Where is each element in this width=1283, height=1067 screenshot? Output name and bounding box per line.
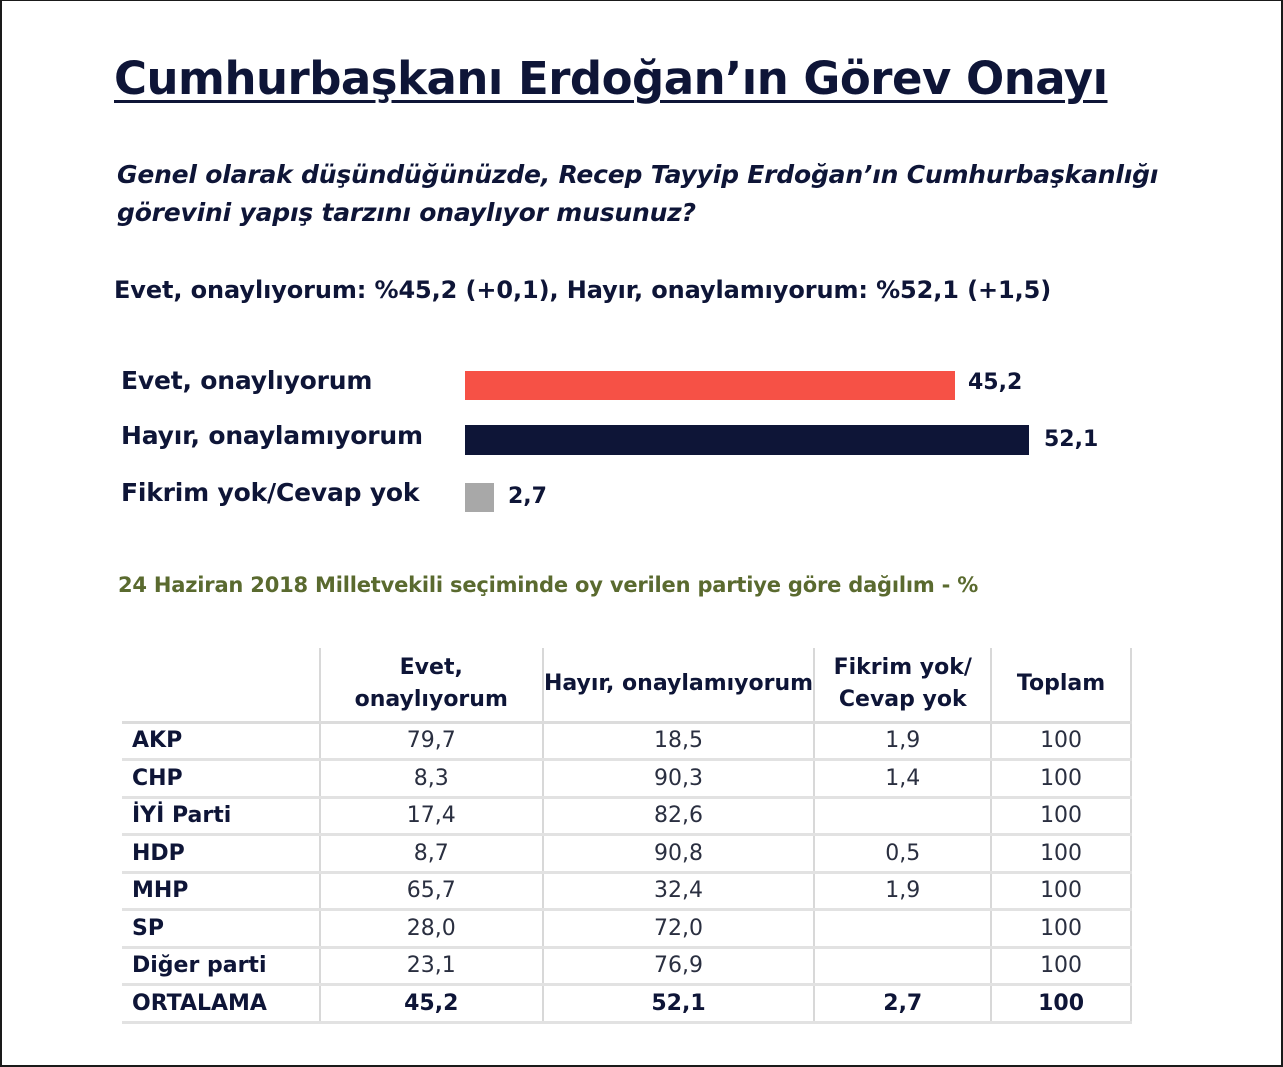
table-row: CHP 8,3 90,3 1,4 100 <box>122 759 1132 799</box>
bar-row-fikrim-yok: Fikrim yok/Cevap yok 2,7 <box>0 478 1283 518</box>
cell-toplam: 100 <box>990 947 1132 986</box>
cell-fikrim-yok: 0,5 <box>813 834 993 874</box>
cell-fikrim-yok <box>813 909 993 949</box>
cell-hayir: 72,0 <box>541 909 816 949</box>
cell-fikrim-yok: 1,9 <box>813 872 993 911</box>
cell-toplam: 100 <box>990 909 1132 949</box>
page-title: Cumhurbaşkanı Erdoğan’ın Görev Onayı <box>114 52 1108 105</box>
column-header-fikrim-yok: Fikrim yok/ Cevap yok <box>813 648 993 724</box>
bar-row-hayir: Hayır, onaylamıyorum 52,1 <box>0 421 1283 461</box>
table-row: MHP 65,7 32,4 1,9 100 <box>122 872 1132 911</box>
cell-fikrim-yok <box>813 797 993 836</box>
table-row: AKP 79,7 18,5 1,9 100 <box>122 722 1132 761</box>
cell-hayir: 90,8 <box>541 834 816 874</box>
cell-hayir: 76,9 <box>541 947 816 986</box>
cell-toplam: 100 <box>990 834 1132 874</box>
results-summary: Evet, onaylıyorum: %45,2 (+0,1), Hayır, … <box>114 276 1052 304</box>
cell-fikrim-yok <box>813 947 993 986</box>
cell-fikrim-yok: 1,4 <box>813 759 993 799</box>
party-name: CHP <box>122 759 321 799</box>
cell-hayir: 18,5 <box>541 722 816 761</box>
bar-label: Fikrim yok/Cevap yok <box>121 478 420 507</box>
column-header-hayir: Hayır, onaylamıyorum <box>541 648 816 724</box>
table-row: Diğer parti 23,1 76,9 100 <box>122 947 1132 986</box>
bar-value: 52,1 <box>1044 427 1099 452</box>
cell-toplam: 100 <box>990 797 1132 836</box>
table-row: İYİ Parti 17,4 82,6 100 <box>122 797 1132 836</box>
cell-fikrim-yok: 2,7 <box>813 984 993 1024</box>
party-name: SP <box>122 909 321 949</box>
cell-evet: 79,7 <box>318 722 544 761</box>
party-name: AKP <box>122 722 321 761</box>
cell-evet: 8,7 <box>318 834 544 874</box>
cell-evet: 8,3 <box>318 759 544 799</box>
table-subtitle: 24 Haziran 2018 Milletvekili seçiminde o… <box>118 573 979 597</box>
cell-toplam: 100 <box>990 872 1132 911</box>
cell-evet: 65,7 <box>318 872 544 911</box>
bar-label: Hayır, onaylamıyorum <box>121 421 423 450</box>
cell-evet: 23,1 <box>318 947 544 986</box>
bar-fikrim-yok <box>465 483 494 512</box>
cell-evet: 17,4 <box>318 797 544 836</box>
cell-toplam: 100 <box>990 759 1132 799</box>
cell-evet: 45,2 <box>318 984 544 1024</box>
bar-label: Evet, onaylıyorum <box>121 366 373 395</box>
cell-toplam: 100 <box>990 984 1132 1024</box>
bar-row-evet: Evet, onaylıyorum 45,2 <box>0 366 1283 406</box>
table-row: HDP 8,7 90,8 0,5 100 <box>122 834 1132 874</box>
column-header-evet: Evet, onaylıyorum <box>318 648 544 724</box>
party-name: HDP <box>122 834 321 874</box>
table-row: SP 28,0 72,0 100 <box>122 909 1132 949</box>
column-header-toplam: Toplam <box>990 648 1132 724</box>
party-name: ORTALAMA <box>122 984 321 1024</box>
cell-hayir: 32,4 <box>541 872 816 911</box>
column-header-party <box>122 648 321 724</box>
bar-hayir <box>465 425 1029 455</box>
bar-value: 45,2 <box>968 370 1023 395</box>
cell-hayir: 90,3 <box>541 759 816 799</box>
cell-fikrim-yok: 1,9 <box>813 722 993 761</box>
party-name: İYİ Parti <box>122 797 321 836</box>
survey-question: Genel olarak düşündüğünüzde, Recep Tayyi… <box>117 160 1159 227</box>
party-name: MHP <box>122 872 321 911</box>
cell-hayir: 82,6 <box>541 797 816 836</box>
bar-evet <box>465 371 955 400</box>
party-breakdown-table: Evet, onaylıyorum Hayır, onaylamıyorum F… <box>122 648 1132 1024</box>
cell-hayir: 52,1 <box>541 984 816 1024</box>
bar-value: 2,7 <box>508 484 547 509</box>
cell-toplam: 100 <box>990 722 1132 761</box>
party-name: Diğer parti <box>122 947 321 986</box>
cell-evet: 28,0 <box>318 909 544 949</box>
table-row-average: ORTALAMA 45,2 52,1 2,7 100 <box>122 984 1132 1024</box>
table-header-row: Evet, onaylıyorum Hayır, onaylamıyorum F… <box>122 648 1132 724</box>
